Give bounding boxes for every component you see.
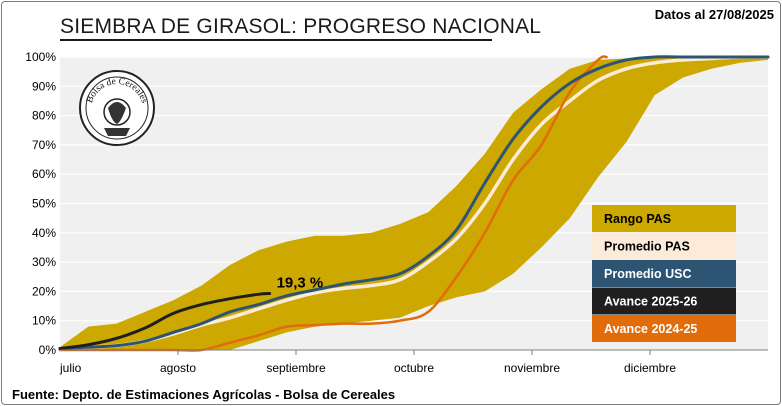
y-tick-label: 100% <box>25 50 56 64</box>
data-date: Datos al 27/08/2025 <box>654 7 774 22</box>
series-group-rango-pas <box>60 57 768 350</box>
legend-item-avance-2024-25-swatch <box>592 315 736 342</box>
y-tick-label: 20% <box>32 284 56 298</box>
x-tick-label: octubre <box>394 361 434 375</box>
series-band-rango-pas <box>60 57 768 350</box>
legend-item-promedio-pas-swatch <box>592 232 736 260</box>
legend-item-avance-2025-26-swatch <box>592 287 736 315</box>
legend-item-rango-pas: Rango PAS <box>604 212 671 226</box>
series-line-avance-2025-26 <box>58 292 272 350</box>
y-tick-label: 30% <box>32 255 56 269</box>
y-tick-label: 40% <box>32 226 56 240</box>
legend-item-promedio-usc-swatch <box>592 260 736 287</box>
x-tick-label: septiembre <box>266 361 326 375</box>
axes: 0% 10% 20% 30% 40% 50% 60% 70% 80% 90% 100% julio ag… <box>25 50 768 375</box>
title-underline <box>60 39 492 41</box>
source-note: Fuente: Depto. de Estimaciones Agrícolas… <box>12 387 396 402</box>
x-tick-label: diciembre <box>624 361 676 375</box>
legend-item-promedio-pas: Promedio PAS <box>604 240 690 254</box>
series-lines <box>58 55 770 352</box>
current-value-annotation: 19,3 % <box>277 274 324 291</box>
legend-item-rango-pas-swatch <box>592 205 736 232</box>
legend: Rango PAS Promedio PAS Promedio USC Avance … <box>592 205 736 342</box>
y-tick-label: 50% <box>32 197 56 211</box>
y-tick-label: 70% <box>32 138 56 152</box>
chart-title: SIEMBRA DE GIRASOL: PROGRESO NACIONAL <box>60 15 542 38</box>
legend-item-promedio-usc: Promedio USC <box>604 267 692 281</box>
y-tick-label: 10% <box>32 314 56 328</box>
y-tick-label: 80% <box>32 109 56 123</box>
y-tick-label: 90% <box>32 79 56 93</box>
legend-item-avance-2024-25: Avance 2024-25 <box>604 322 697 336</box>
y-tick-label: 0% <box>39 343 57 357</box>
y-tick-label: 60% <box>32 167 56 181</box>
x-tick-label: noviembre <box>504 361 560 375</box>
legend-item-avance-2025-26: Avance 2025-26 <box>604 295 697 309</box>
x-tick-label: julio <box>59 361 82 375</box>
bolsa-de-cereales-seal-icon: Bolsa de Cereales <box>79 70 155 146</box>
series-line-promedio-usc <box>58 55 770 350</box>
x-tick-label: agosto <box>160 361 196 375</box>
